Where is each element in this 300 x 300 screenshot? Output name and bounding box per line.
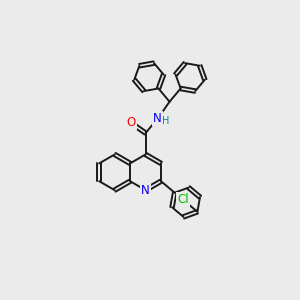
Text: Cl: Cl xyxy=(177,193,189,206)
Text: H: H xyxy=(162,116,170,126)
Text: O: O xyxy=(126,116,136,129)
Text: N: N xyxy=(153,112,162,125)
Text: N: N xyxy=(141,184,150,196)
